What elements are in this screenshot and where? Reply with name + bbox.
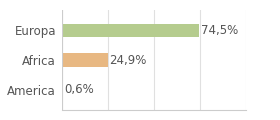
- Bar: [62, 53, 108, 67]
- Text: 24,9%: 24,9%: [109, 54, 146, 66]
- Bar: [62, 83, 63, 96]
- Bar: [62, 24, 199, 37]
- Text: 0,6%: 0,6%: [64, 83, 94, 96]
- Text: 74,5%: 74,5%: [201, 24, 238, 37]
